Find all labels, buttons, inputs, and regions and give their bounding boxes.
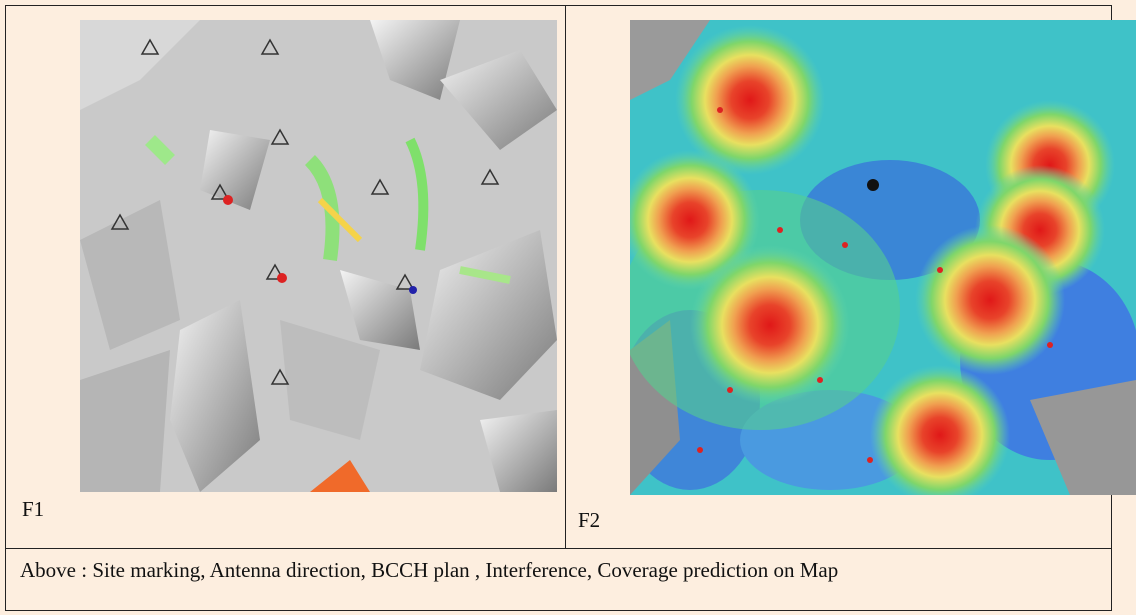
site-map-image — [80, 20, 557, 492]
cell-divider — [565, 5, 566, 548]
page: F1 F2 Above : Site marking, Antenna dire… — [0, 0, 1136, 615]
figure-label: F1 — [22, 497, 44, 522]
row-divider — [5, 548, 1112, 549]
caption: Above : Site marking, Antenna direction,… — [20, 557, 1094, 584]
figure-label: F2 — [578, 508, 600, 533]
coverage-map-image — [630, 20, 1136, 495]
